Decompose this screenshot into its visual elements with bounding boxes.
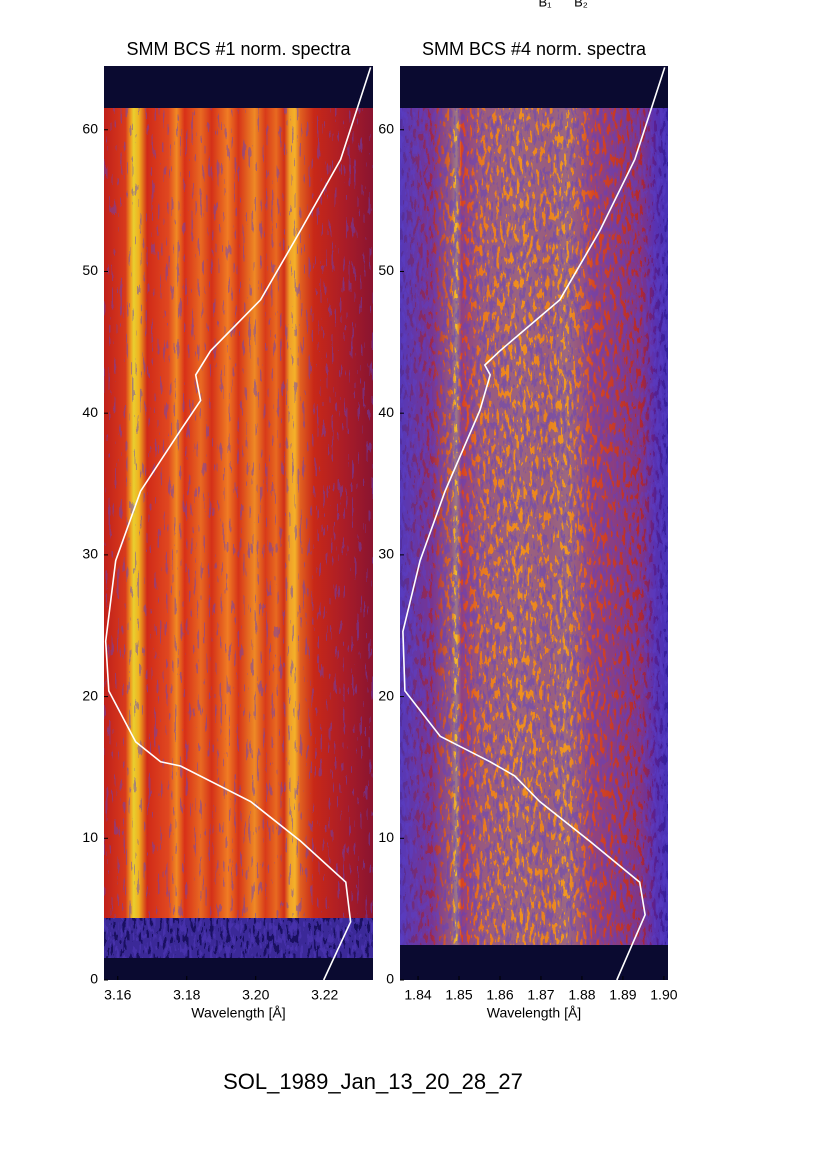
y-tick-label: 50 [378, 262, 394, 278]
x-tick-label: 3.16 [104, 987, 131, 1003]
marker-label: B₁ [538, 0, 552, 9]
y-tick-label: 60 [82, 120, 98, 136]
x-tick-label: 1.86 [486, 987, 513, 1003]
panel-title: SMM BCS #1 norm. spectra [126, 39, 351, 59]
x-tick-label: 1.89 [609, 987, 636, 1003]
x-tick-label: 1.90 [650, 987, 677, 1003]
x-axis-label: Wavelength [Å] [191, 1005, 285, 1021]
x-tick-label: 1.87 [527, 987, 554, 1003]
y-tick-label: 30 [378, 546, 394, 562]
footer-title: SOL_1989_Jan_13_20_28_27 [223, 1069, 523, 1094]
x-tick-label: 3.22 [311, 987, 338, 1003]
spectrum-image [104, 66, 373, 980]
x-tick-label: 3.18 [173, 987, 200, 1003]
x-axis-label: Wavelength [Å] [487, 1005, 581, 1021]
y-tick-label: 10 [82, 829, 98, 845]
y-tick-label: 0 [90, 971, 98, 987]
spectrum-image [400, 66, 668, 980]
light-curve [104, 67, 372, 981]
y-tick-label: 30 [82, 546, 98, 562]
y-tick-label: 0 [386, 971, 394, 987]
y-tick-label: 40 [378, 404, 394, 420]
y-tick-label: 50 [82, 262, 98, 278]
y-tick-label: 10 [378, 829, 394, 845]
light-curve [402, 67, 666, 981]
y-tick-label: 20 [82, 687, 98, 703]
x-tick-label: 1.85 [445, 987, 472, 1003]
y-tick-label: 40 [82, 404, 98, 420]
panel-title: SMM BCS #4 norm. spectra [422, 39, 647, 59]
x-tick-label: 3.20 [242, 987, 269, 1003]
x-tick-label: 1.88 [568, 987, 595, 1003]
y-tick-label: 20 [378, 687, 394, 703]
marker-label: B₂ [574, 0, 588, 9]
x-tick-label: 1.84 [404, 987, 431, 1003]
y-tick-label: 60 [378, 120, 394, 136]
